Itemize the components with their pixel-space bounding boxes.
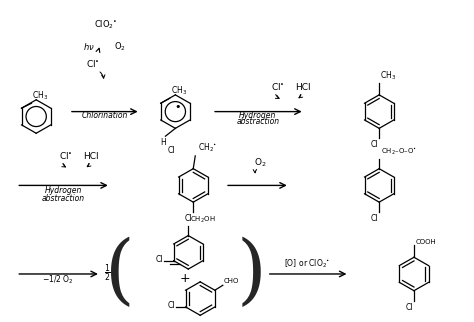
- Text: HCl: HCl: [295, 83, 310, 92]
- Text: CH$_2$OH: CH$_2$OH: [190, 214, 216, 225]
- Text: Hydrogen: Hydrogen: [239, 110, 276, 119]
- Text: ): ): [237, 237, 267, 311]
- Text: Cl$^{\bullet}$: Cl$^{\bullet}$: [86, 58, 100, 69]
- Text: Cl: Cl: [371, 214, 378, 223]
- Text: Cl: Cl: [405, 302, 413, 311]
- Text: abstraction: abstraction: [41, 194, 84, 203]
- Text: ClO$_2$$^{\bullet}$: ClO$_2$$^{\bullet}$: [94, 19, 118, 32]
- Text: abstraction: abstraction: [237, 118, 280, 127]
- Text: CH$_3$: CH$_3$: [171, 85, 187, 97]
- Text: CH$_3$: CH$_3$: [380, 70, 396, 82]
- Text: H: H: [161, 138, 166, 147]
- Text: $h\nu$: $h\nu$: [83, 41, 95, 52]
- Text: CHO: CHO: [224, 278, 239, 284]
- Text: [O] or ClO$_2$$^{\bullet}$: [O] or ClO$_2$$^{\bullet}$: [284, 257, 331, 270]
- Text: CH$_2$$^{\bullet}$: CH$_2$$^{\bullet}$: [198, 141, 218, 154]
- Text: Hydrogen: Hydrogen: [45, 186, 82, 195]
- Text: O$_2$: O$_2$: [114, 41, 126, 53]
- Text: Cl$^{\bullet}$: Cl$^{\bullet}$: [59, 150, 73, 161]
- Text: COOH: COOH: [416, 240, 437, 245]
- Text: Cl: Cl: [167, 301, 174, 310]
- Text: Cl: Cl: [155, 255, 163, 264]
- Text: (: (: [105, 237, 135, 311]
- Text: •: •: [174, 102, 181, 112]
- Text: Chlorination: Chlorination: [82, 110, 128, 119]
- Text: $-1/2$ O$_2$: $-1/2$ O$_2$: [42, 274, 74, 286]
- Text: Cl$^{\bullet}$: Cl$^{\bullet}$: [271, 81, 284, 92]
- Text: Cl: Cl: [371, 140, 378, 149]
- Text: O$_2$: O$_2$: [254, 157, 266, 169]
- Text: Cl: Cl: [185, 214, 192, 223]
- Text: HCl: HCl: [83, 152, 99, 161]
- Text: $\frac{1}{2}$: $\frac{1}{2}$: [104, 262, 111, 284]
- Text: +: +: [180, 272, 191, 285]
- Text: CH$_2$–O–O$^{\bullet}$: CH$_2$–O–O$^{\bullet}$: [381, 146, 417, 157]
- Text: CH$_3$: CH$_3$: [33, 90, 49, 102]
- Text: Cl: Cl: [168, 146, 175, 155]
